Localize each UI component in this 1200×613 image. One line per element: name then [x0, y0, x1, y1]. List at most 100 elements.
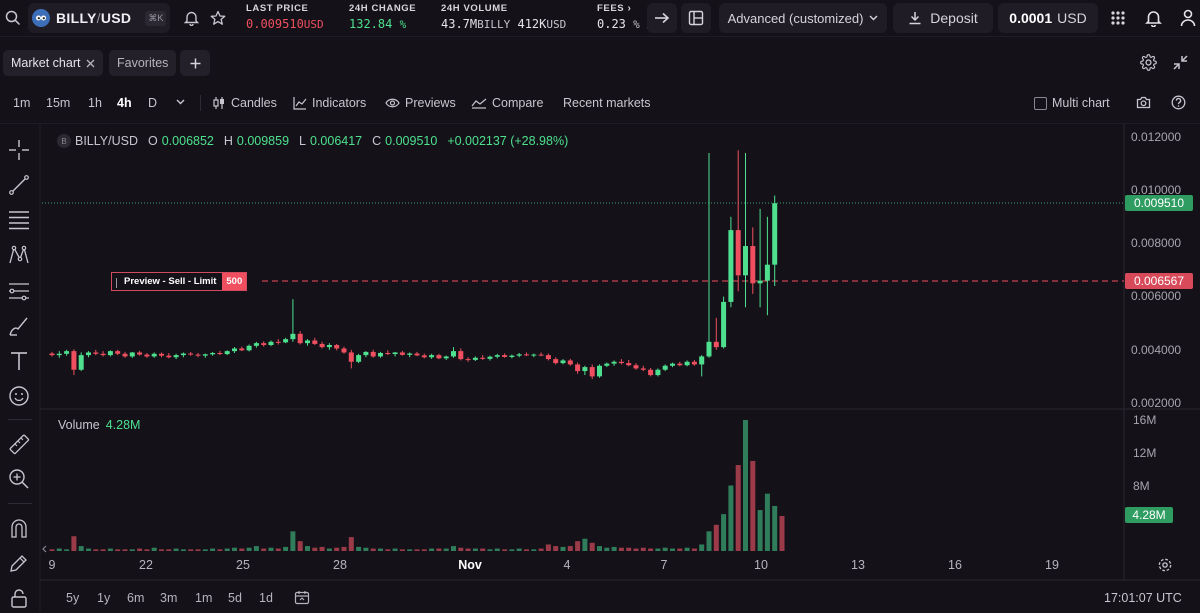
volume-bar [100, 549, 106, 551]
candle-body [531, 354, 537, 356]
fib-tool-icon[interactable] [6, 278, 32, 304]
ruler-icon[interactable] [6, 431, 32, 457]
order-price-tag[interactable]: 0.006567 [1125, 273, 1193, 289]
help-icon[interactable] [1171, 95, 1186, 110]
multi-chart-toggle[interactable]: Multi chart [1034, 96, 1110, 110]
trend-line-icon[interactable] [6, 172, 32, 198]
range-3m[interactable]: 3m [160, 591, 178, 605]
range-1y[interactable]: 1y [97, 591, 111, 605]
lock-icon[interactable] [6, 585, 32, 611]
candle-body [107, 351, 113, 356]
text-tool-icon[interactable] [6, 348, 32, 374]
range-1d[interactable]: 1d [259, 591, 273, 605]
stat-24h-change: 24H CHANGE 132.84 % [349, 3, 416, 31]
recent-markets-button[interactable]: Recent markets [563, 96, 651, 110]
price-tick: 0.004000 [1131, 343, 1182, 357]
magnet-icon[interactable] [6, 515, 32, 541]
stat-24h-volume: 24H VOLUME 43.7MBILLY 412KUSD [441, 3, 566, 31]
interval-dropdown[interactable] [176, 99, 185, 105]
candle-body [173, 355, 179, 358]
notifications-bell-icon[interactable] [1144, 8, 1162, 28]
volume-bar [334, 547, 340, 551]
interval-d[interactable]: D [148, 96, 158, 110]
interval-4h[interactable]: 4h [117, 96, 132, 110]
date-tick: 19 [1045, 558, 1059, 572]
interval-1h[interactable]: 1h [88, 96, 102, 110]
range-1m[interactable]: 1m [195, 591, 213, 605]
date-tick: 4 [563, 558, 571, 572]
layout-button[interactable] [681, 3, 711, 33]
ohlc-legend: B BILLY/USD O 0.006852 H 0.009859 L 0.00641… [57, 134, 574, 148]
volume-bar [684, 547, 690, 551]
volume-bar [71, 536, 77, 551]
date-tick: Nov [458, 558, 482, 572]
legend-open-key: O [148, 134, 158, 148]
bell-alert-icon[interactable] [182, 9, 200, 27]
indicators-button[interactable]: Indicators [293, 96, 366, 110]
price-tick: 0.006000 [1131, 289, 1182, 303]
deposit-button[interactable]: Deposit [893, 3, 993, 33]
candle-body [575, 364, 581, 372]
pencil-lock-icon[interactable] [6, 550, 32, 576]
candle-body [728, 230, 734, 302]
horizontal-lines-icon[interactable] [6, 207, 32, 233]
candle-body [392, 352, 398, 355]
search-icon[interactable] [4, 9, 22, 27]
crosshair-icon[interactable] [6, 137, 32, 163]
tab-favorites[interactable]: Favorites [109, 50, 177, 76]
volume-bar [93, 549, 99, 551]
stat-label: 24H VOLUME [441, 3, 508, 14]
range-5y[interactable]: 5y [66, 591, 80, 605]
compare-button[interactable]: Compare [471, 96, 543, 110]
pattern-tool-icon[interactable] [6, 242, 32, 268]
user-account-icon[interactable] [1178, 8, 1198, 28]
zoom-in-icon[interactable] [6, 466, 32, 492]
candle-body [640, 368, 646, 370]
volume-bar [64, 549, 70, 551]
candle-body [567, 360, 573, 365]
camera-icon[interactable] [1136, 96, 1151, 109]
date-tick: 22 [139, 558, 153, 572]
settings-gear-icon[interactable] [1139, 53, 1157, 71]
volume-bar [443, 548, 449, 551]
candle-body [137, 352, 143, 355]
previews-button[interactable]: Previews [385, 96, 456, 110]
brush-icon[interactable] [6, 313, 32, 339]
pair-selector[interactable]: BILLY/USD ⌘K [28, 3, 170, 33]
close-icon[interactable] [86, 59, 95, 68]
interval-1m[interactable]: 1m [13, 96, 31, 110]
range-5d[interactable]: 5d [228, 591, 242, 605]
volume-bar [326, 548, 332, 551]
emoji-icon[interactable] [6, 383, 32, 409]
volume-bar [429, 548, 435, 551]
candle-body [451, 351, 456, 357]
volume-bar [107, 548, 113, 551]
arrow-right-button[interactable] [647, 3, 677, 33]
interval-15m[interactable]: 15m [46, 96, 71, 110]
candles-button[interactable]: Candles [212, 96, 277, 110]
preview-order-label[interactable]: Preview - Sell - Limit 500 [111, 272, 248, 291]
volume-bar [283, 546, 289, 551]
stat-fees[interactable]: FEES › 0.23 % / [597, 3, 653, 31]
candles-icon [213, 97, 224, 109]
candle-body [363, 351, 369, 356]
candle-body [516, 354, 522, 356]
calendar-range-icon[interactable] [294, 590, 310, 608]
chevron-down-icon [869, 15, 878, 21]
candle-body [465, 359, 471, 361]
add-tab-button[interactable] [180, 50, 210, 76]
checkbox[interactable] [1034, 96, 1047, 110]
chart-settings-icon[interactable] [1157, 557, 1173, 576]
range-6m[interactable]: 6m [127, 591, 145, 605]
collapse-icon[interactable] [1171, 53, 1189, 71]
candles-group [49, 150, 778, 380]
mode-dropdown[interactable]: Advanced (customized) [719, 3, 887, 33]
star-favorite-icon[interactable] [209, 9, 227, 27]
apps-grid-icon[interactable] [1109, 9, 1127, 27]
volume-bar [764, 493, 770, 551]
balance-display[interactable]: 0.0001 USD [998, 3, 1098, 33]
deposit-label: Deposit [930, 10, 978, 26]
tab-market-chart[interactable]: Market chart [3, 50, 104, 76]
date-tick: 16 [948, 558, 962, 572]
